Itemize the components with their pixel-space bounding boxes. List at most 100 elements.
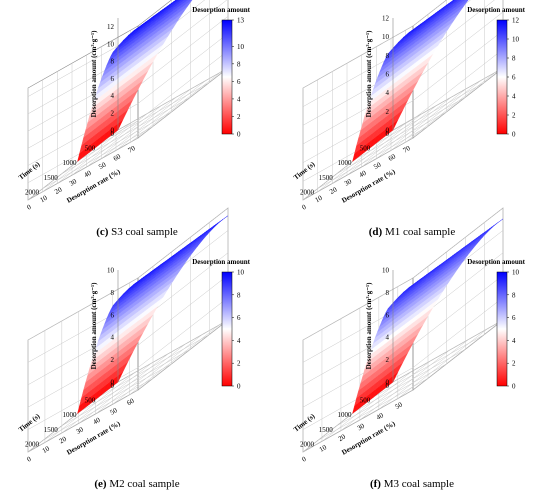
rate-gridline [71,63,163,176]
time-tick-label: 1000 [63,159,78,167]
rate-tick-label: 0 [25,203,32,212]
z-tick-label: 4 [111,92,115,100]
time-gridline [355,237,466,412]
z-tick-label: 8 [111,58,115,66]
time-tick-label: 500 [85,397,96,405]
time-axis-title: Time (s) [17,160,42,182]
caption-letter: (f) [370,478,381,490]
z-gridline [27,297,229,430]
colorbar-tick-label: 4 [512,337,516,345]
colorbar-tick-label: 8 [512,55,516,63]
rate-tick-label: 30 [68,177,78,188]
rate-tick-label: 30 [343,177,353,188]
colorbar-tick-label: 8 [237,291,241,299]
time-tick-label: 1500 [44,174,59,182]
surface-patch [407,23,423,34]
colorbar-tick-label: 6 [512,74,516,82]
time-axis-title: Time (s) [17,412,42,434]
z-tick-label: 6 [386,311,390,319]
time-gridline [336,0,447,174]
caption-letter: (e) [94,478,107,490]
caption-letter: (c) [96,226,109,238]
surface [77,215,229,415]
time-tick-label: 2000 [25,440,40,448]
rate-tick-label: 70 [127,144,137,155]
z-axis-title: Desorption amount (cm³·g⁻¹) [90,282,98,369]
colorbar-tick-label: 0 [237,383,241,391]
surface-patch [132,21,148,32]
rate-gridline [340,318,432,432]
colorbar-tick-label: 2 [237,360,241,368]
time-tick-label: 0 [386,130,390,138]
rate-tick-label: 10 [314,194,324,205]
surface-patch [132,274,148,286]
rate-gridline [57,71,148,184]
time-tick-label: 500 [360,145,371,153]
time-tick-label: 1000 [338,411,353,419]
z-gridline [27,33,229,166]
rate-gridline [359,307,451,421]
colorbar-tick-label: 12 [512,17,520,25]
surface-patch [198,228,214,241]
z-tick-label: 2 [386,356,390,364]
surface-patch [455,0,459,3]
rate-axis-title: Desorption rate (%) [340,419,397,456]
rate-tick-label: 40 [92,416,102,427]
rate-gridline [361,54,452,168]
z-gridline [302,275,504,408]
surface [352,218,504,415]
panel-caption: (e) M2 coal sample [94,478,179,490]
rate-gridline [332,71,423,184]
rate-tick-label: 40 [375,411,385,422]
rate-gridline [78,311,169,424]
rate-gridline [44,330,136,443]
rate-gridline [321,329,413,442]
colorbar-title: Desorption amount [467,6,525,14]
z-tick-label: 6 [111,311,115,319]
time-tick-label: 500 [85,145,96,153]
z-tick-label: 0 [111,127,115,135]
colorbar-tick-label: 10 [512,269,520,277]
z-tick-label: 10 [107,40,115,48]
time-tick-label: 2000 [300,188,315,196]
colorbar-tick-label: 10 [237,43,245,51]
z-gridline [302,0,447,89]
colorbar-title: Desorption amount [192,6,250,14]
z-gridline [302,49,504,182]
colorbar [496,271,508,387]
z-tick-label: 10 [107,267,115,275]
caption-letter: (d) [369,226,383,238]
colorbar-tick-label: 2 [512,360,516,368]
rate-tick-label: 20 [58,435,68,446]
caption-text: M3 coal sample [381,478,454,490]
colorbar-tick-label: 6 [237,314,241,322]
surface-patch [180,0,188,6]
time-gridline [61,251,172,426]
z-tick-label: 2 [386,108,390,116]
time-axis-title: Time (s) [292,412,317,434]
rate-tick-label: 40 [358,169,368,180]
rate-tick-label: 50 [372,160,382,171]
time-gridline [80,0,191,160]
z-tick-label: 12 [107,23,115,31]
z-gridline [27,67,229,201]
z-gridline [302,30,504,163]
rate-gridline [95,301,186,415]
rate-gridline [346,63,438,176]
time-tick-label: 0 [111,130,115,138]
rate-tick-label: 20 [337,432,347,443]
caption-text: M1 coal sample [382,226,455,238]
rate-tick-label: 50 [394,400,404,411]
colorbar-tick-label: 4 [512,93,516,101]
z-gridline [302,67,504,201]
panel-caption: (d) M1 coal sample [369,226,456,238]
z-tick-label: 2 [111,109,115,117]
colorbar-title: Desorption amount [467,258,525,266]
time-gridline [374,222,485,397]
colorbar [221,271,233,387]
panel-caption: (c) S3 coal sample [96,226,178,238]
colorbar-tick-label: 0 [512,383,516,391]
rate-tick-label: 70 [402,144,412,155]
time-gridline [99,0,210,145]
